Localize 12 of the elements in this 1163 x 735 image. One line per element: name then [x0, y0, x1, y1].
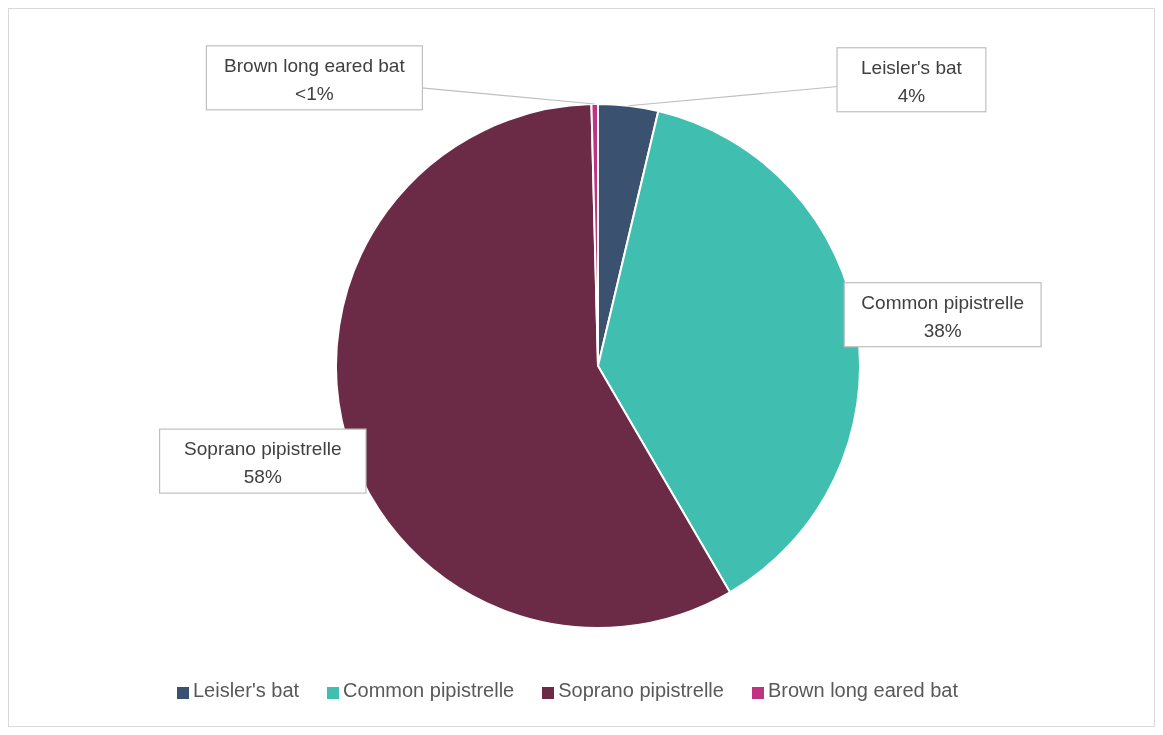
data-label: 38% [923, 319, 962, 341]
legend-label: Brown long eared bat [767, 679, 959, 701]
data-label: 4% [897, 84, 926, 106]
legend-label: Soprano pipistrelle [558, 679, 724, 701]
slice-label: Soprano pipistrelle [184, 438, 342, 460]
slice-label: Brown long eared bat [224, 54, 406, 76]
data-label: 58% [243, 466, 282, 488]
data-label: <1% [295, 82, 334, 104]
slice-label: Leisler's bat [861, 56, 963, 78]
slice-label: Common pipistrelle [861, 291, 1024, 313]
legend-label: Common pipistrelle [343, 679, 515, 701]
legend-label: Leisler's bat [192, 679, 300, 701]
